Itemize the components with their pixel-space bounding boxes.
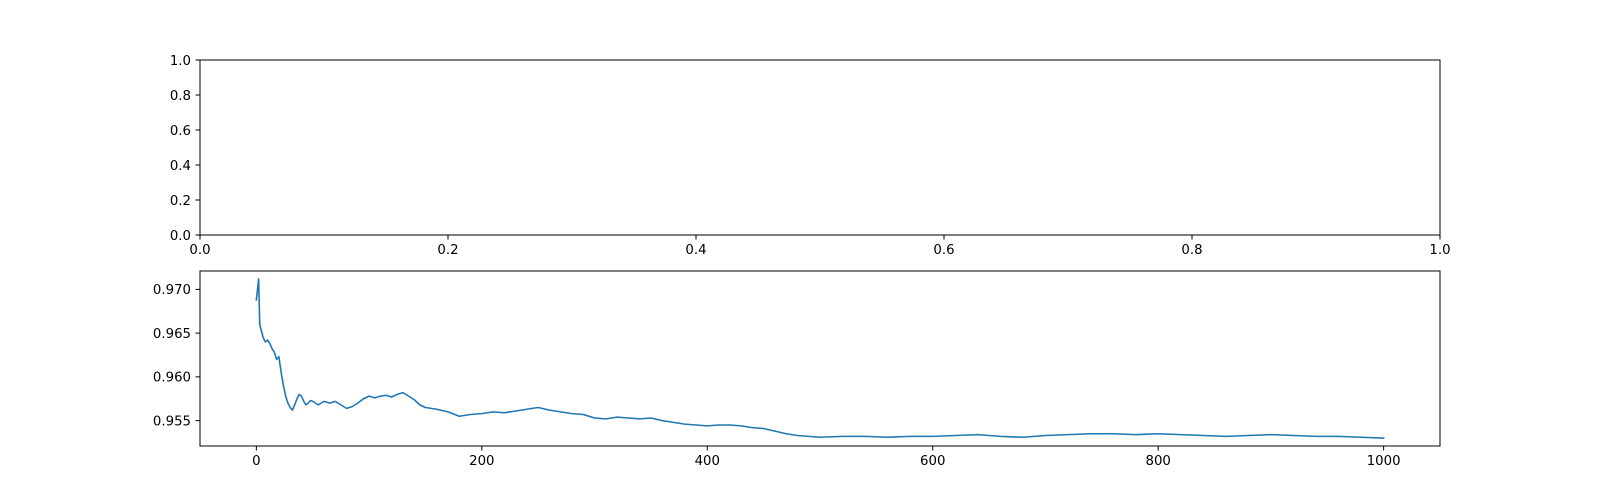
- x-tick-label: 0.8: [1181, 243, 1202, 258]
- x-tick-label: 600: [920, 454, 945, 469]
- bottom-series-lines: [255, 278, 1385, 439]
- top-axes: 0.0 0.2 0.4 0.6 0.8 1.0 0.0 0.2 0.4 0.6 0.8 1.0: [170, 54, 1451, 258]
- x-tick-label: 0.6: [933, 243, 954, 258]
- y-tick-label: 0.4: [170, 159, 191, 174]
- y-tick-label: 0.6: [170, 124, 191, 139]
- y-tick-label: 0.955: [153, 414, 191, 429]
- x-tick-label: 800: [1145, 454, 1170, 469]
- x-tick-label: 0: [252, 454, 260, 469]
- y-tick-label: 0.960: [153, 371, 191, 386]
- x-tick-label: 0.4: [685, 243, 706, 258]
- bottom-y-ticks: 0.955 0.960 0.965 0.970: [153, 283, 200, 429]
- y-tick-label: 1.0: [170, 54, 191, 69]
- x-tick-label: 0.0: [189, 243, 210, 258]
- y-tick-label: 0.0: [170, 229, 191, 244]
- top-x-ticks: 0.0 0.2 0.4 0.6 0.8 1.0: [189, 235, 1451, 258]
- bottom-axes-background: [200, 271, 1440, 446]
- series-line: [255, 278, 1385, 439]
- top-y-ticks: 0.0 0.2 0.4 0.6 0.8 1.0: [170, 54, 200, 244]
- y-tick-label: 0.2: [170, 194, 191, 209]
- y-tick-label: 0.8: [170, 89, 191, 104]
- x-tick-label: 1.0: [1429, 243, 1450, 258]
- y-tick-label: 0.970: [153, 283, 191, 298]
- bottom-x-ticks: 0 200 400 600 800 1000: [252, 446, 1401, 469]
- y-tick-label: 0.965: [153, 327, 191, 342]
- x-tick-label: 1000: [1367, 454, 1401, 469]
- bottom-axes: 0 200 400 600 800 1000 0.955 0.960 0.965 0.970: [153, 270, 1441, 469]
- x-tick-label: 200: [469, 454, 494, 469]
- top-axes-frame: [199, 59, 1441, 236]
- x-tick-label: 0.2: [437, 243, 458, 258]
- x-tick-label: 400: [695, 454, 720, 469]
- bottom-axes-frame: [199, 270, 1441, 447]
